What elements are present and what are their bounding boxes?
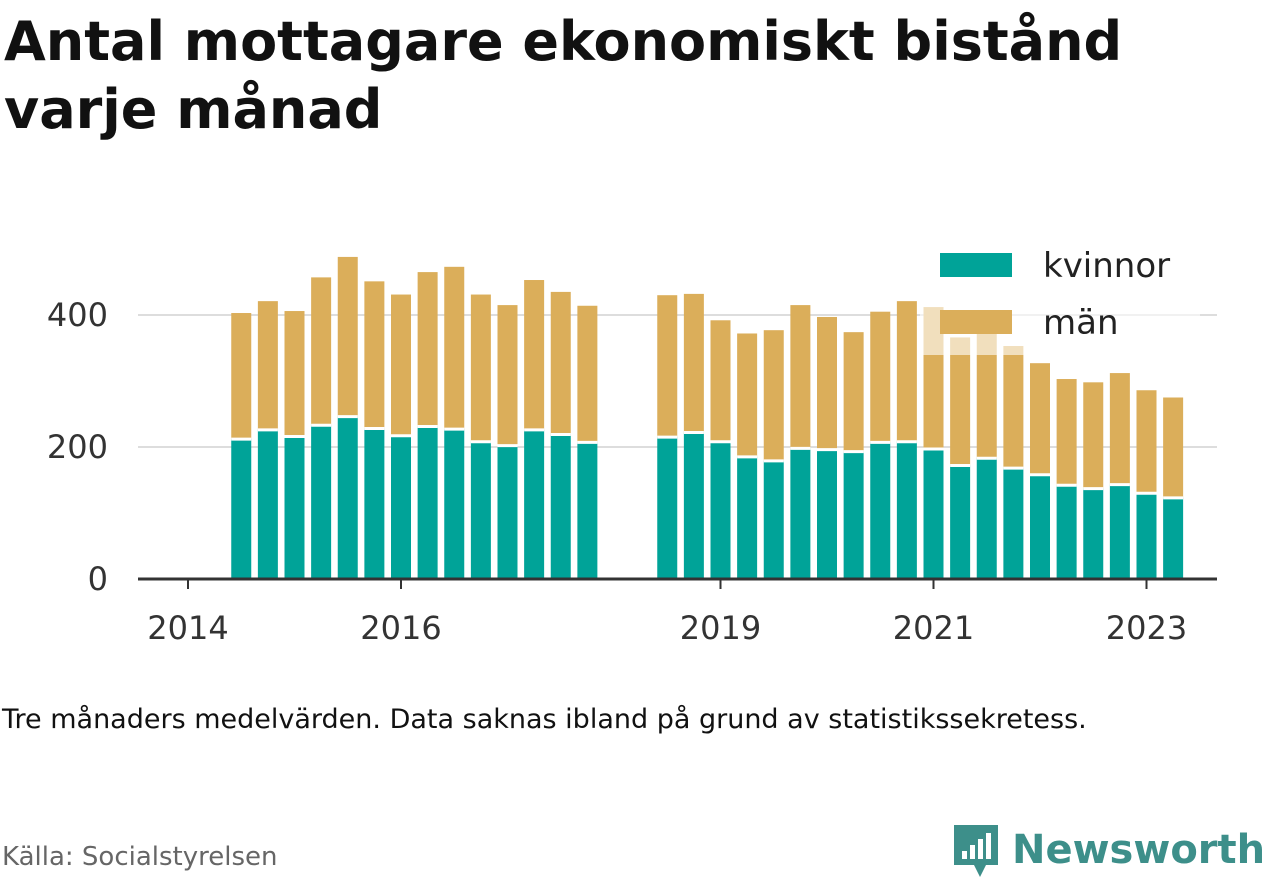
bar-kvinnor	[391, 435, 411, 579]
bar-man	[444, 266, 465, 430]
bar-kvinnor	[683, 432, 704, 579]
x-tick-label: 2016	[360, 609, 441, 647]
legend-swatch	[940, 310, 1012, 334]
bar-kvinnor	[896, 441, 917, 579]
x-tick-label: 2014	[147, 609, 228, 647]
bar-kvinnor	[790, 448, 811, 579]
bar-kvinnor	[311, 425, 332, 579]
bar-kvinnor	[710, 441, 731, 579]
bar-man	[1136, 390, 1157, 494]
bar-man	[497, 305, 518, 446]
bar-kvinnor	[1003, 468, 1024, 579]
bar-kvinnor	[497, 445, 518, 579]
bar-man	[737, 333, 758, 457]
bar-kvinnor	[284, 436, 305, 579]
bar-man	[470, 294, 491, 442]
bar-man	[817, 316, 837, 450]
bar-kvinnor	[1109, 484, 1130, 579]
bar-kvinnor	[417, 426, 438, 579]
bar-kvinnor	[577, 442, 598, 579]
x-tick-label: 2019	[680, 609, 761, 647]
bar-kvinnor	[976, 458, 997, 579]
bar-kvinnor	[1083, 488, 1104, 579]
bar-kvinnor	[364, 428, 385, 579]
bar-man	[790, 305, 811, 449]
bar-man	[1056, 379, 1077, 486]
bar-man	[364, 281, 385, 429]
bar-kvinnor	[1163, 497, 1184, 579]
bar-man	[843, 332, 864, 452]
bar-man	[657, 295, 678, 438]
legend: kvinnor män	[920, 240, 1200, 355]
x-tick-label: 2021	[893, 609, 974, 647]
bar-kvinnor	[737, 456, 758, 579]
bar-man	[524, 280, 545, 430]
bar-kvinnor	[524, 429, 545, 579]
bar-man	[710, 320, 731, 442]
bar-man	[1083, 382, 1104, 489]
bar-kvinnor	[1030, 474, 1050, 579]
bar-man	[231, 313, 252, 440]
legend-label: män	[1043, 303, 1119, 343]
axes: 0 200 400 2014 2016 2019 2021 2023	[47, 296, 1217, 647]
bar-kvinnor	[950, 465, 971, 579]
bar-man	[950, 337, 971, 466]
bar-kvinnor	[817, 449, 837, 579]
stacked-bar-chart: 0 200 400 2014 2016 2019 2021 2023 kvinnor män	[46, 240, 1217, 647]
bar-man	[1030, 363, 1050, 475]
bars	[231, 256, 1184, 579]
bar-man	[257, 301, 278, 430]
legend-swatch	[940, 253, 1012, 277]
bar-man	[1163, 397, 1184, 498]
bar-man	[976, 333, 997, 459]
bar-man	[896, 301, 917, 442]
bar-kvinnor	[231, 439, 252, 579]
bar-kvinnor	[763, 460, 784, 579]
bar-man	[391, 294, 411, 436]
chart-note: Tre månaders medelvärden. Data saknas ib…	[2, 704, 1087, 735]
bar-man	[1003, 346, 1024, 469]
bar-man	[311, 277, 332, 426]
bar-kvinnor	[843, 451, 864, 579]
bar-man	[870, 311, 891, 443]
y-tick-label: 200	[47, 428, 108, 466]
bar-man	[337, 256, 358, 417]
bar-kvinnor	[550, 434, 571, 579]
bar-man	[284, 311, 305, 437]
bar-kvinnor	[1056, 485, 1077, 579]
bar-man	[763, 330, 784, 461]
chart-title: Antal mottagare ekonomiskt bistånd varje…	[4, 10, 1123, 141]
y-tick-label: 0	[88, 560, 108, 598]
bar-man	[577, 305, 598, 443]
y-tick-label: 400	[47, 296, 108, 334]
bar-man	[683, 293, 704, 433]
bar-kvinnor	[870, 442, 891, 579]
bar-kvinnor	[257, 429, 278, 579]
legend-label: kvinnor	[1043, 246, 1170, 286]
bar-kvinnor	[1136, 493, 1157, 579]
bar-kvinnor	[444, 429, 465, 579]
bar-kvinnor	[337, 416, 358, 579]
bar-man	[550, 291, 571, 435]
newsworthy-logo-icon	[954, 825, 998, 877]
brand-name: Newsworthy	[1012, 827, 1262, 873]
brand-logo: Newsworthy	[952, 820, 1262, 880]
bar-kvinnor	[470, 441, 491, 579]
bar-kvinnor	[923, 448, 944, 579]
bar-man	[417, 272, 438, 427]
bar-kvinnor	[657, 437, 678, 579]
x-tick-label: 2023	[1106, 609, 1187, 647]
source-text: Källa: Socialstyrelsen	[2, 842, 278, 872]
bar-man	[1109, 373, 1130, 485]
